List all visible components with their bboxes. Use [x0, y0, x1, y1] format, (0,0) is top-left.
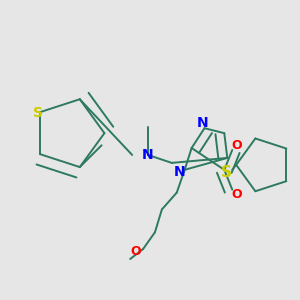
Text: N: N [174, 165, 185, 179]
Text: S: S [33, 106, 43, 120]
Text: O: O [232, 188, 242, 201]
Text: N: N [197, 116, 208, 130]
Text: S: S [221, 165, 232, 180]
Text: N: N [142, 148, 154, 162]
Text: O: O [131, 244, 141, 258]
Text: O: O [232, 139, 242, 152]
